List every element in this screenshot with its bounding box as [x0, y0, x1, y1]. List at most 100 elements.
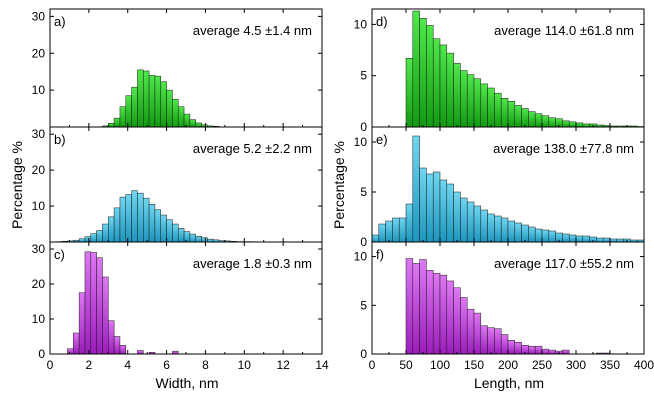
- histogram-bar: [562, 349, 570, 355]
- histogram-bar: [412, 263, 420, 355]
- y-tick-label: 10: [354, 250, 368, 264]
- histogram-bar: [160, 81, 167, 128]
- histogram-bar: [412, 135, 420, 243]
- histogram-bar: [460, 70, 468, 128]
- panel-letter: b): [54, 132, 66, 147]
- histogram-bar: [453, 191, 461, 243]
- histogram-bar: [67, 348, 74, 355]
- x-tick-label: 8: [202, 358, 209, 372]
- histogram-bar: [507, 101, 516, 128]
- x-tick-label: 250: [532, 358, 552, 372]
- histogram-bar: [419, 17, 427, 128]
- histogram-bar: [460, 297, 468, 355]
- histogram-bar: [419, 259, 427, 355]
- histogram-bar: [541, 348, 550, 355]
- histogram-bar: [108, 320, 115, 355]
- panel-c: 0 10 20 30 0 2 4 6 8 10 12 14 c) average 1.8 ±0.3 nm: [32, 241, 329, 372]
- y-tick-label: 10: [32, 312, 46, 326]
- histogram-bar: [137, 192, 144, 243]
- y-tick-label: 20: [32, 277, 46, 291]
- x-tick-label: 200: [498, 358, 518, 372]
- x-tick-label: 14: [315, 358, 329, 372]
- histogram-bar: [183, 231, 191, 243]
- x-tick-label: 400: [634, 358, 654, 372]
- histogram-bar: [466, 201, 475, 243]
- histogram-bar: [548, 230, 556, 243]
- histogram-bar: [480, 83, 488, 128]
- panel-e: 0 5 10 e) average 138.0 ±77.8 nm: [354, 126, 645, 249]
- histogram-bar: [148, 204, 156, 243]
- x-tick-label: 100: [430, 358, 450, 372]
- y-tick-label: 0: [360, 347, 367, 361]
- histogram-bar: [473, 78, 482, 128]
- histogram-bar: [575, 122, 584, 128]
- histogram-bar: [154, 75, 161, 128]
- histogram-bar: [453, 63, 461, 128]
- histogram-bar: [137, 350, 144, 355]
- average-annotation: average 117.0 ±55.2 nm: [494, 256, 634, 271]
- histogram-bar: [500, 98, 509, 128]
- histogram-bar: [432, 171, 441, 243]
- histogram-bar: [596, 237, 604, 243]
- y-tick-label: 10: [32, 199, 46, 213]
- histogram-bar: [548, 117, 556, 128]
- histogram-bar: [143, 197, 150, 243]
- histogram-bar: [385, 220, 393, 243]
- histogram-bar: [480, 325, 488, 355]
- histogram-bar: [568, 121, 577, 128]
- average-annotation: average 138.0 ±77.8 nm: [493, 141, 634, 156]
- x-tick-label: 350: [600, 358, 620, 372]
- histogram-bar: [195, 236, 202, 243]
- x-tick-label: 6: [163, 358, 170, 372]
- histogram-bar: [528, 111, 536, 128]
- histogram-bar: [426, 173, 434, 243]
- histogram-bar: [439, 44, 448, 128]
- x-tick-label: 2: [86, 358, 93, 372]
- histogram-bar: [392, 217, 400, 243]
- histogram-bar: [405, 58, 414, 128]
- histogram-bar: [507, 220, 516, 243]
- histogram-bar: [500, 334, 509, 355]
- histogram-bar: [582, 235, 590, 243]
- y-tick-label: 20: [32, 46, 46, 60]
- y-tick-label: 30: [32, 242, 46, 256]
- histogram-bar: [487, 327, 495, 355]
- histogram-bar: [473, 312, 482, 355]
- average-annotation: average 114.0 ±61.8 nm: [494, 23, 634, 38]
- histogram-bar: [90, 233, 97, 243]
- histogram-bar: [143, 70, 150, 128]
- histogram-bar: [73, 332, 80, 355]
- histogram-bar: [154, 209, 161, 243]
- histogram-bar: [507, 340, 516, 355]
- histogram-bar: [125, 95, 132, 128]
- y-tick-label: 0: [38, 347, 45, 361]
- histogram-bar: [189, 119, 196, 128]
- histogram-bar: [534, 113, 543, 128]
- panel-letter: e): [376, 132, 388, 147]
- average-annotation: average 5.2 ±2.2 nm: [193, 141, 312, 156]
- histogram-bar: [119, 345, 127, 355]
- histogram-bar: [419, 167, 427, 243]
- histogram-bar: [494, 328, 502, 355]
- histogram-bar: [160, 214, 167, 243]
- histogram-bar: [84, 251, 92, 355]
- histogram-bar: [195, 122, 202, 128]
- panel-a: 10 20 30 a) average 4.5 ±1.4 nm: [32, 8, 323, 128]
- histogram-bar: [177, 228, 185, 243]
- x-tick-label: 0: [369, 358, 376, 372]
- histogram-bar: [378, 223, 386, 243]
- histogram-bar: [453, 287, 461, 355]
- histogram-bar: [432, 272, 441, 355]
- histogram-bar: [487, 213, 495, 243]
- histogram-bar: [446, 280, 454, 355]
- panel-letter: d): [376, 14, 388, 29]
- histogram-bar: [487, 87, 495, 128]
- histogram-bar: [602, 237, 611, 243]
- histogram-bar: [183, 113, 191, 128]
- x-tick-label: 300: [566, 358, 586, 372]
- histogram-bar: [432, 38, 441, 128]
- histogram-bar: [514, 342, 522, 355]
